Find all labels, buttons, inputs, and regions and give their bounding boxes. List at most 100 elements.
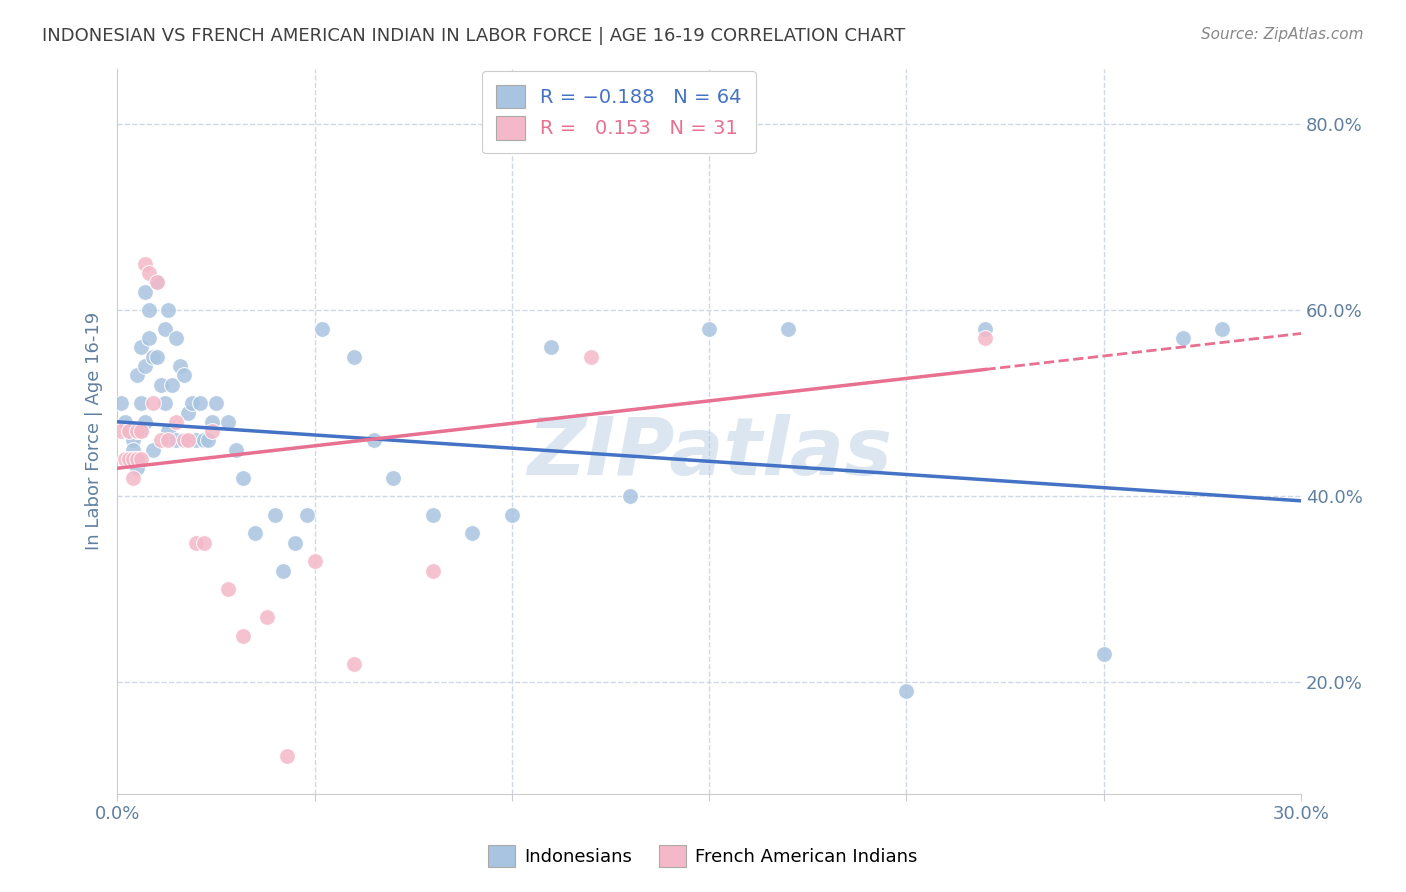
- Point: [145, 276, 167, 290]
- Point: [118, 424, 141, 438]
- Point: [245, 526, 267, 541]
- Point: [295, 508, 318, 522]
- Point: [197, 434, 219, 448]
- Point: [149, 434, 172, 448]
- Point: [142, 396, 165, 410]
- Point: [217, 582, 239, 596]
- Point: [193, 535, 215, 549]
- Point: [110, 396, 132, 410]
- Point: [173, 434, 195, 448]
- Point: [134, 415, 156, 429]
- Point: [232, 629, 254, 643]
- Point: [129, 424, 152, 438]
- Point: [114, 415, 136, 429]
- Point: [165, 415, 187, 429]
- Point: [125, 368, 148, 383]
- Point: [461, 526, 484, 541]
- Point: [118, 452, 141, 467]
- Point: [382, 470, 405, 484]
- Point: [540, 340, 562, 354]
- Point: [169, 359, 191, 373]
- Point: [125, 452, 148, 467]
- Point: [697, 322, 720, 336]
- Point: [149, 377, 172, 392]
- Point: [122, 452, 145, 467]
- Text: INDONESIAN VS FRENCH AMERICAN INDIAN IN LABOR FORCE | AGE 16-19 CORRELATION CHAR: INDONESIAN VS FRENCH AMERICAN INDIAN IN …: [42, 27, 905, 45]
- Point: [138, 266, 160, 280]
- Point: [122, 442, 145, 457]
- Point: [188, 396, 211, 410]
- Text: ZIPatlas: ZIPatlas: [527, 414, 891, 491]
- Point: [343, 657, 366, 671]
- Y-axis label: In Labor Force | Age 16-19: In Labor Force | Age 16-19: [86, 312, 103, 550]
- Point: [284, 535, 307, 549]
- Point: [134, 359, 156, 373]
- Point: [118, 424, 141, 438]
- Point: [134, 257, 156, 271]
- Point: [181, 396, 204, 410]
- Point: [422, 508, 444, 522]
- Point: [363, 434, 385, 448]
- Text: Source: ZipAtlas.com: Source: ZipAtlas.com: [1201, 27, 1364, 42]
- Point: [157, 303, 180, 318]
- Point: [122, 434, 145, 448]
- Legend: R = −0.188   N = 64, R =   0.153   N = 31: R = −0.188 N = 64, R = 0.153 N = 31: [482, 71, 755, 153]
- Point: [1211, 322, 1233, 336]
- Point: [201, 424, 224, 438]
- Legend: Indonesians, French American Indians: Indonesians, French American Indians: [481, 838, 925, 874]
- Point: [125, 461, 148, 475]
- Point: [177, 434, 200, 448]
- Point: [118, 452, 141, 467]
- Point: [162, 377, 184, 392]
- Point: [422, 564, 444, 578]
- Point: [232, 470, 254, 484]
- Point: [138, 331, 160, 345]
- Point: [201, 415, 224, 429]
- Point: [619, 489, 641, 503]
- Point: [343, 350, 366, 364]
- Point: [129, 340, 152, 354]
- Point: [974, 322, 997, 336]
- Point: [129, 452, 152, 467]
- Point: [311, 322, 333, 336]
- Point: [276, 749, 298, 764]
- Point: [193, 434, 215, 448]
- Point: [304, 554, 326, 568]
- Point: [205, 396, 228, 410]
- Point: [142, 442, 165, 457]
- Point: [217, 415, 239, 429]
- Point: [165, 331, 187, 345]
- Point: [122, 470, 145, 484]
- Point: [1092, 647, 1115, 661]
- Point: [778, 322, 800, 336]
- Point: [125, 424, 148, 438]
- Point: [114, 452, 136, 467]
- Point: [157, 434, 180, 448]
- Point: [145, 276, 167, 290]
- Point: [896, 684, 918, 698]
- Point: [184, 434, 207, 448]
- Point: [129, 396, 152, 410]
- Point: [974, 331, 997, 345]
- Point: [184, 535, 207, 549]
- Point: [256, 610, 278, 624]
- Point: [138, 303, 160, 318]
- Point: [125, 452, 148, 467]
- Point: [225, 442, 247, 457]
- Point: [110, 424, 132, 438]
- Point: [1171, 331, 1194, 345]
- Point: [157, 424, 180, 438]
- Point: [501, 508, 523, 522]
- Point: [153, 396, 176, 410]
- Point: [165, 434, 187, 448]
- Point: [129, 424, 152, 438]
- Point: [153, 322, 176, 336]
- Point: [173, 368, 195, 383]
- Point: [145, 350, 167, 364]
- Point: [271, 564, 294, 578]
- Point: [134, 285, 156, 299]
- Point: [177, 405, 200, 419]
- Point: [579, 350, 602, 364]
- Point: [142, 350, 165, 364]
- Point: [264, 508, 287, 522]
